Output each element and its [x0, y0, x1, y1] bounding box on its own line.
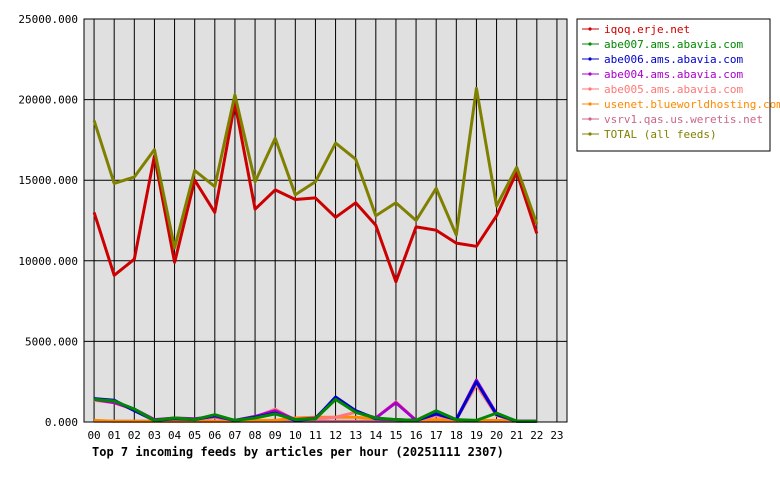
legend-label: vsrv1.qas.us.weretis.net	[604, 113, 763, 126]
x-tick-label: 01	[108, 429, 121, 442]
x-tick-label: 10	[289, 429, 302, 442]
legend-marker	[588, 27, 592, 31]
x-tick-label: 14	[369, 429, 383, 442]
series-line-1	[93, 397, 537, 423]
x-tick-label: 12	[329, 429, 342, 442]
x-tick-label: 06	[208, 429, 221, 442]
legend-marker	[588, 117, 592, 121]
legend-label: iqoq.erje.net	[604, 23, 690, 36]
x-tick-label: 02	[128, 429, 141, 442]
y-axis-ticks: 0.000 5000.000 10000.000 15000.000 20000.000…	[18, 13, 78, 429]
x-tick-label: 20	[490, 429, 503, 442]
x-tick-label: 11	[309, 429, 322, 442]
legend-label: abe006.ams.abavia.com	[604, 53, 743, 66]
legend-marker	[588, 72, 592, 76]
legend-label: usenet.blueworldhosting.com	[604, 98, 780, 111]
series-lines	[92, 86, 539, 423]
y-tick-label: 20000.000	[18, 94, 78, 107]
x-tick-label: 23	[550, 429, 563, 442]
y-tick-label: 5000.000	[25, 335, 78, 348]
legend-marker	[588, 42, 592, 46]
x-tick-label: 05	[188, 429, 201, 442]
x-tick-label: 07	[228, 429, 241, 442]
x-tick-label: 21	[510, 429, 523, 442]
x-tick-label: 04	[168, 429, 182, 442]
legend-marker	[588, 57, 592, 61]
x-axis-ticks: 00 01 02 03 04 05 06 07 08 09 10 11 12 13 14 15 16 17 18 19…	[87, 429, 563, 442]
legend-label: abe005.ams.abavia.com	[604, 83, 743, 96]
legend-label: TOTAL (all feeds)	[604, 128, 717, 141]
x-tick-label: 19	[470, 429, 483, 442]
legend-label: abe004.ams.abavia.com	[604, 68, 743, 81]
x-tick-label: 09	[269, 429, 282, 442]
x-tick-label: 16	[409, 429, 422, 442]
plot-area	[84, 19, 567, 422]
legend-marker	[588, 87, 592, 91]
grid	[84, 18, 567, 423]
x-tick-label: 08	[248, 429, 261, 442]
legend-label: abe007.ams.abavia.com	[604, 38, 743, 51]
x-tick-label: 18	[450, 429, 463, 442]
x-tick-label: 00	[87, 429, 100, 442]
legend-marker	[588, 132, 592, 136]
x-tick-label: 17	[430, 429, 443, 442]
plot-frame	[83, 18, 568, 423]
chart-title: Top 7 incoming feeds by articles per hou…	[92, 445, 504, 459]
y-tick-label: 0.000	[45, 416, 78, 429]
y-tick-label: 10000.000	[18, 255, 78, 268]
y-tick-label: 15000.000	[18, 174, 78, 187]
legend-box	[576, 18, 771, 152]
legend-marker	[588, 102, 592, 106]
series-line-0	[92, 101, 539, 284]
x-tick-label: 15	[389, 429, 402, 442]
x-tick-label: 03	[148, 429, 161, 442]
legend: iqoq.erje.net abe007.ams.abavia.com abe006…	[576, 18, 780, 152]
y-tick-label: 25000.000	[18, 13, 78, 26]
series-line-7	[92, 86, 539, 250]
x-tick-label: 13	[349, 429, 362, 442]
x-tick-label: 22	[530, 429, 543, 442]
